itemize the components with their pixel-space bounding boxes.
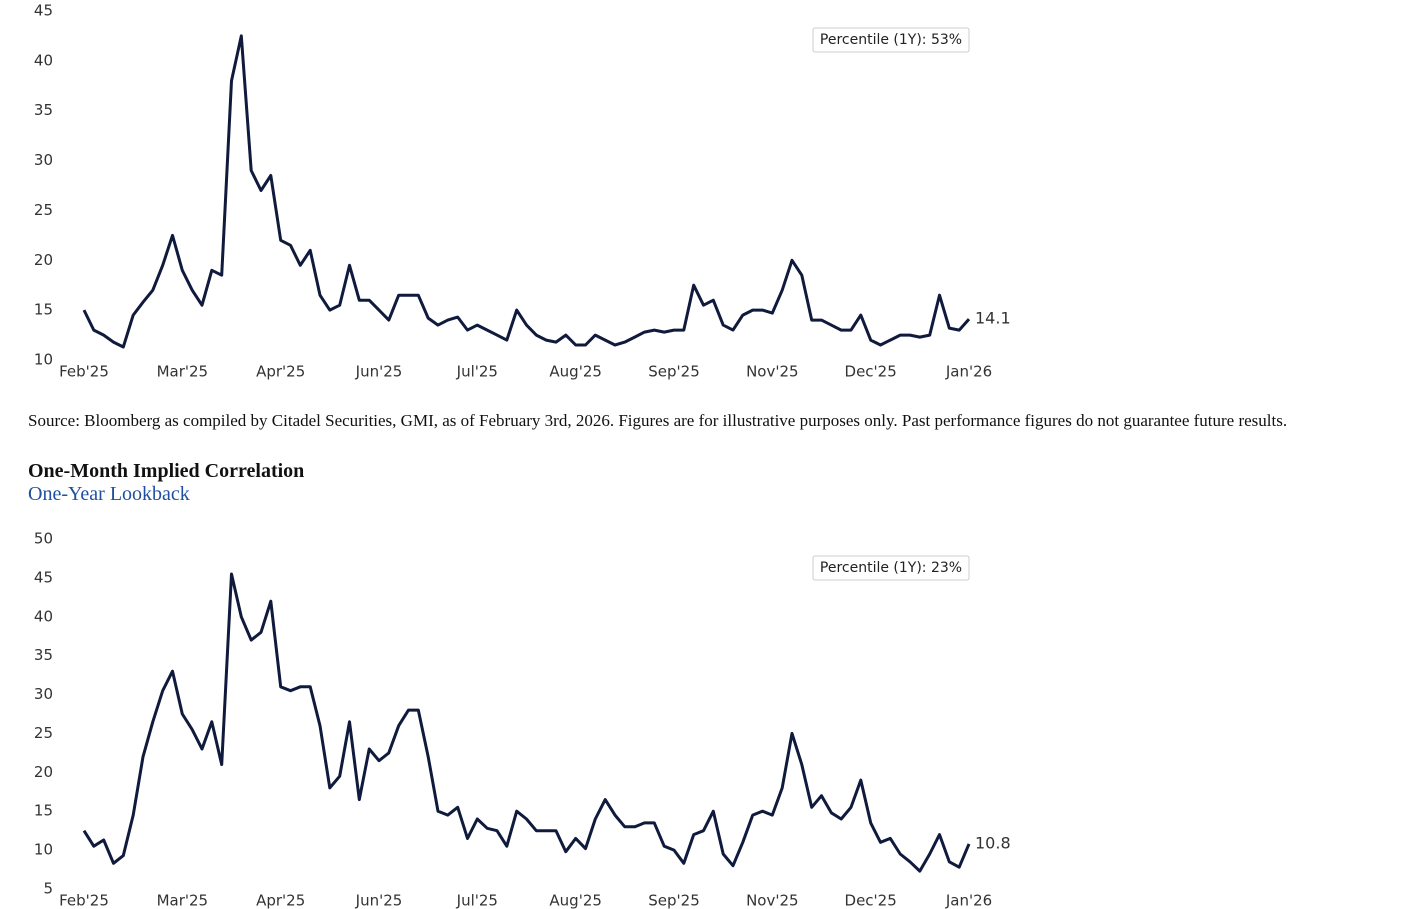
x-tick-label: Feb'25 — [59, 892, 109, 909]
x-tick-label: Feb'25 — [59, 363, 109, 381]
y-tick-label: 25 — [34, 201, 53, 219]
y-tick-label: 15 — [34, 301, 53, 319]
source-note: Source: Bloomberg as compiled by Citadel… — [28, 411, 1287, 430]
y-tick-label: 20 — [34, 251, 53, 269]
y-tick-label: 30 — [34, 151, 53, 169]
x-tick-label: Jan'26 — [945, 892, 992, 909]
y-tick-label: 10 — [34, 351, 53, 369]
y-tick-label: 10 — [34, 841, 53, 859]
x-tick-label: Mar'25 — [157, 363, 209, 381]
x-tick-label: Sep'25 — [648, 363, 699, 381]
y-tick-label: 35 — [34, 646, 53, 664]
y-tick-label: 30 — [34, 685, 53, 703]
x-tick-label: Dec'25 — [845, 892, 897, 909]
y-tick-label: 25 — [34, 724, 53, 742]
annotation: Percentile (1Y): 23% — [820, 560, 962, 576]
x-tick-label: Jan'26 — [945, 363, 992, 381]
y-tick-label: 5 — [43, 880, 53, 898]
x-tick-label: Nov'25 — [746, 892, 799, 909]
annotation-box — [812, 27, 970, 53]
x-tick-label: Aug'25 — [549, 363, 602, 381]
chart-subtitle: One-Year Lookback — [28, 483, 190, 505]
y-tick-label: 50 — [34, 530, 53, 548]
x-tick-label: Mar'25 — [157, 892, 209, 909]
end-value-label: 14.1 — [975, 309, 1011, 328]
x-tick-label: Aug'25 — [549, 892, 602, 909]
x-tick-label: Jun'25 — [355, 363, 403, 381]
y-tick-label: 40 — [34, 51, 53, 69]
annotation: Percentile (1Y): 53% — [820, 32, 962, 48]
x-tick-label: Jun'25 — [355, 892, 403, 909]
chart-title: One-Month Implied Correlation — [28, 460, 304, 482]
annotation-box — [812, 555, 970, 581]
x-tick-label: Dec'25 — [845, 363, 897, 381]
end-value-label: 10.8 — [975, 833, 1011, 852]
x-tick-label: Apr'25 — [256, 363, 305, 381]
x-tick-label: Apr'25 — [256, 892, 305, 909]
x-tick-label: Jul'25 — [456, 363, 498, 381]
y-tick-label: 35 — [34, 101, 53, 119]
data-line — [82, 572, 971, 873]
y-tick-label: 45 — [34, 568, 53, 586]
y-tick-label: 20 — [34, 763, 53, 781]
data-line — [82, 34, 971, 349]
y-tick-label: 45 — [34, 2, 53, 20]
y-tick-label: 40 — [34, 607, 53, 625]
y-tick-label: 15 — [34, 802, 53, 820]
x-tick-label: Nov'25 — [746, 363, 799, 381]
x-tick-label: Jul'25 — [456, 892, 498, 909]
x-tick-label: Sep'25 — [648, 892, 699, 909]
